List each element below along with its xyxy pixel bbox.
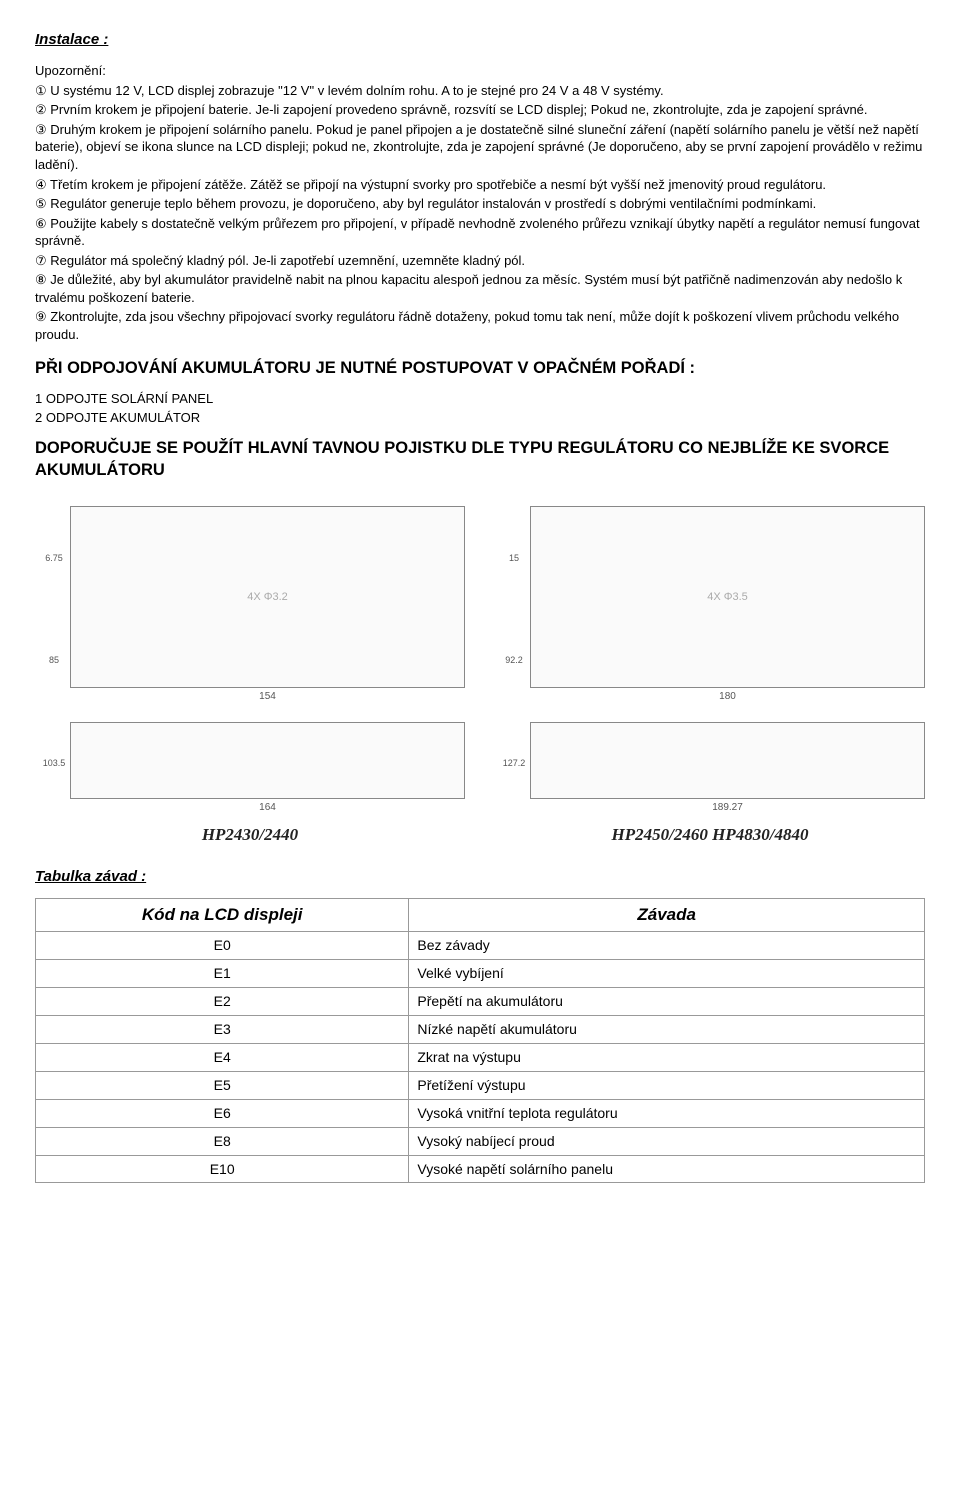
faults-col-desc: Závada [409, 898, 925, 932]
install-line: ④ Třetím krokem je připojení zátěže. Zát… [35, 176, 925, 194]
right-bottom-drawing [530, 722, 925, 799]
warning-label: Upozornění: [35, 62, 925, 80]
fault-desc: Bez závady [409, 932, 925, 960]
right-model-label: HP2450/2460 HP4830/4840 [495, 824, 925, 847]
fault-desc: Vysoké napětí solárního panelu [409, 1155, 925, 1183]
faults-col-code: Kód na LCD displeji [36, 898, 409, 932]
install-line: ⑨ Zkontrolujte, zda jsou všechny připojo… [35, 308, 925, 343]
install-line: ⑧ Je důležité, aby byl akumulátor pravid… [35, 271, 925, 306]
table-row: E4Zkrat na výstupu [36, 1044, 925, 1072]
install-line: ⑤ Regulátor generuje teplo během provozu… [35, 195, 925, 213]
right-front-drawing: 4X Φ3.5 [530, 506, 925, 688]
fault-desc: Velké vybíjení [409, 960, 925, 988]
table-row: E10Vysoké napětí solárního panelu [36, 1155, 925, 1183]
table-row: E8Vysoký nabíjecí proud [36, 1127, 925, 1155]
fault-code: E4 [36, 1044, 409, 1072]
right-bottom-width: 189.27 [530, 801, 925, 815]
install-line: ③ Druhým krokem je připojení solárního p… [35, 121, 925, 174]
table-row: E3Nízké napětí akumulátoru [36, 1016, 925, 1044]
fault-desc: Vysoká vnitřní teplota regulátoru [409, 1099, 925, 1127]
left-vert-dims: 6.75 85 103.5 [40, 506, 68, 814]
table-row: E5Přetížení výstupu [36, 1071, 925, 1099]
disconnect-heading: PŘI ODPOJOVÁNÍ AKUMULÁTORU JE NUTNÉ POST… [35, 357, 925, 379]
fault-code: E3 [36, 1016, 409, 1044]
right-vert-dims: 15 92.2 127.2 [500, 506, 528, 814]
diagram-right: 15 92.2 127.2 4X Φ3.5 180 189.27 HP2450/… [495, 506, 925, 847]
fault-code: E5 [36, 1071, 409, 1099]
fuse-heading: DOPORUČUJE SE POUŽÍT HLAVNÍ TAVNOU POJIS… [35, 437, 925, 482]
left-front-drawing: 4X Φ3.2 [70, 506, 465, 688]
fault-desc: Vysoký nabíjecí proud [409, 1127, 925, 1155]
install-line: ① U systému 12 V, LCD displej zobrazuje … [35, 82, 925, 100]
install-line: ⑥ Použijte kabely s dostatečně velkým pr… [35, 215, 925, 250]
fault-code: E0 [36, 932, 409, 960]
diagram-left: 6.75 85 103.5 4X Φ3.2 154 164 HP2430/244… [35, 506, 465, 847]
fault-code: E2 [36, 988, 409, 1016]
left-front-width: 154 [70, 690, 465, 704]
install-text: Upozornění: ① U systému 12 V, LCD disple… [35, 62, 925, 343]
table-row: E2Přepětí na akumulátoru [36, 988, 925, 1016]
install-line: ⑦ Regulátor má společný kladný pól. Je-l… [35, 252, 925, 270]
fault-code: E8 [36, 1127, 409, 1155]
install-title: Instalace : [35, 30, 925, 50]
disconnect-step: 1 ODPOJTE SOLÁRNÍ PANEL [35, 390, 925, 408]
faults-table: Kód na LCD displeji Závada E0Bez závadyE… [35, 898, 925, 1184]
faults-heading: Tabulka závad : [35, 867, 925, 887]
fault-code: E1 [36, 960, 409, 988]
disconnect-step: 2 ODPOJTE AKUMULÁTOR [35, 409, 925, 427]
fault-desc: Přepětí na akumulátoru [409, 988, 925, 1016]
fault-desc: Přetížení výstupu [409, 1071, 925, 1099]
fault-code: E6 [36, 1099, 409, 1127]
disconnect-steps: 1 ODPOJTE SOLÁRNÍ PANEL 2 ODPOJTE AKUMUL… [35, 390, 925, 427]
left-model-label: HP2430/2440 [35, 824, 465, 847]
right-front-width: 180 [530, 690, 925, 704]
install-line: ② Prvním krokem je připojení baterie. Je… [35, 101, 925, 119]
table-row: E1Velké vybíjení [36, 960, 925, 988]
fault-code: E10 [36, 1155, 409, 1183]
table-row: E0Bez závady [36, 932, 925, 960]
left-bottom-drawing [70, 722, 465, 799]
fault-desc: Nízké napětí akumulátoru [409, 1016, 925, 1044]
table-row: E6Vysoká vnitřní teplota regulátoru [36, 1099, 925, 1127]
fault-desc: Zkrat na výstupu [409, 1044, 925, 1072]
left-bottom-width: 164 [70, 801, 465, 815]
diagrams-row: 6.75 85 103.5 4X Φ3.2 154 164 HP2430/244… [35, 506, 925, 847]
